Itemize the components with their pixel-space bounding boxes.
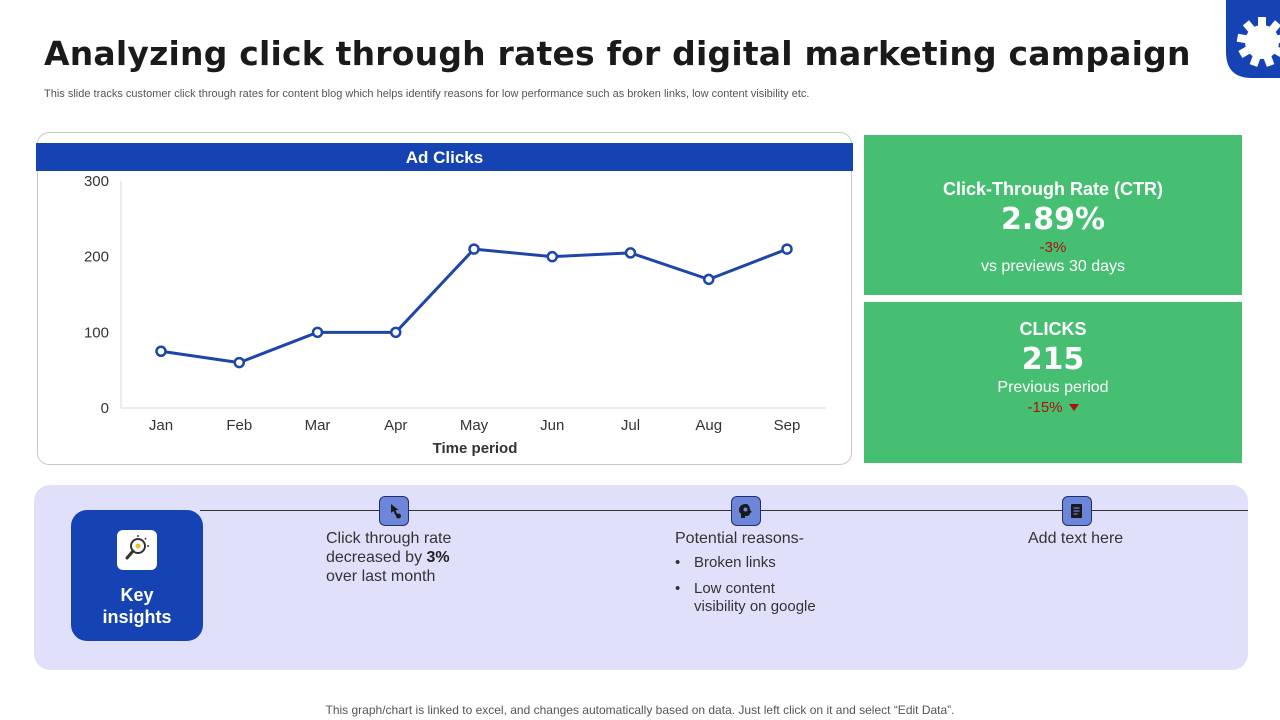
kpi-clicks-label: CLICKS [1019,319,1087,339]
document-icon [1062,496,1092,526]
brain-gear-icon [731,496,761,526]
chart-card [37,132,852,465]
insight-ctr-decrease: Click through rate decreased by 3% over … [326,530,452,585]
insight-placeholder-text[interactable]: Add text here [1028,530,1124,547]
key-insights-box: Key insights [71,510,203,641]
kpi-ctr-note: vs previews 30 days [980,258,1126,275]
lightbulb-search-icon [117,530,157,570]
key-insights-label: Key insights [102,585,172,627]
kpi-clicks-change-row: -15% [864,399,1242,416]
insight-reasons-heading: Potential reasons- [675,530,804,547]
down-arrow-icon [1068,404,1079,411]
kpi-card-clicks: CLICKS 215 Previous period -15% [864,302,1242,463]
click-pointer-icon [379,496,409,526]
page-subtitle: This slide tracks customer click through… [44,88,810,100]
chart-title: Ad Clicks [36,143,853,171]
kpi-ctr-value: 2.89% [1000,202,1106,237]
insights-panel [34,485,1248,670]
kpi-clicks-note: Previous period [997,379,1109,396]
insights-divider [200,510,1248,511]
footer-note: This graph/chart is linked to excel, and… [325,703,955,717]
kpi-card-ctr: Click-Through Rate (CTR) 2.89% -3% vs pr… [864,135,1242,295]
gear-decoration-icon [1226,0,1280,78]
kpi-clicks-change: -15% [1027,399,1063,416]
page-title: Analyzing click through rates for digita… [44,34,1191,73]
kpi-ctr-label: Click-Through Rate (CTR) [943,179,1163,199]
kpi-ctr-change: -3% [1039,239,1067,256]
kpi-clicks-value: 215 [1021,342,1085,377]
list-item: Broken links [675,554,816,572]
